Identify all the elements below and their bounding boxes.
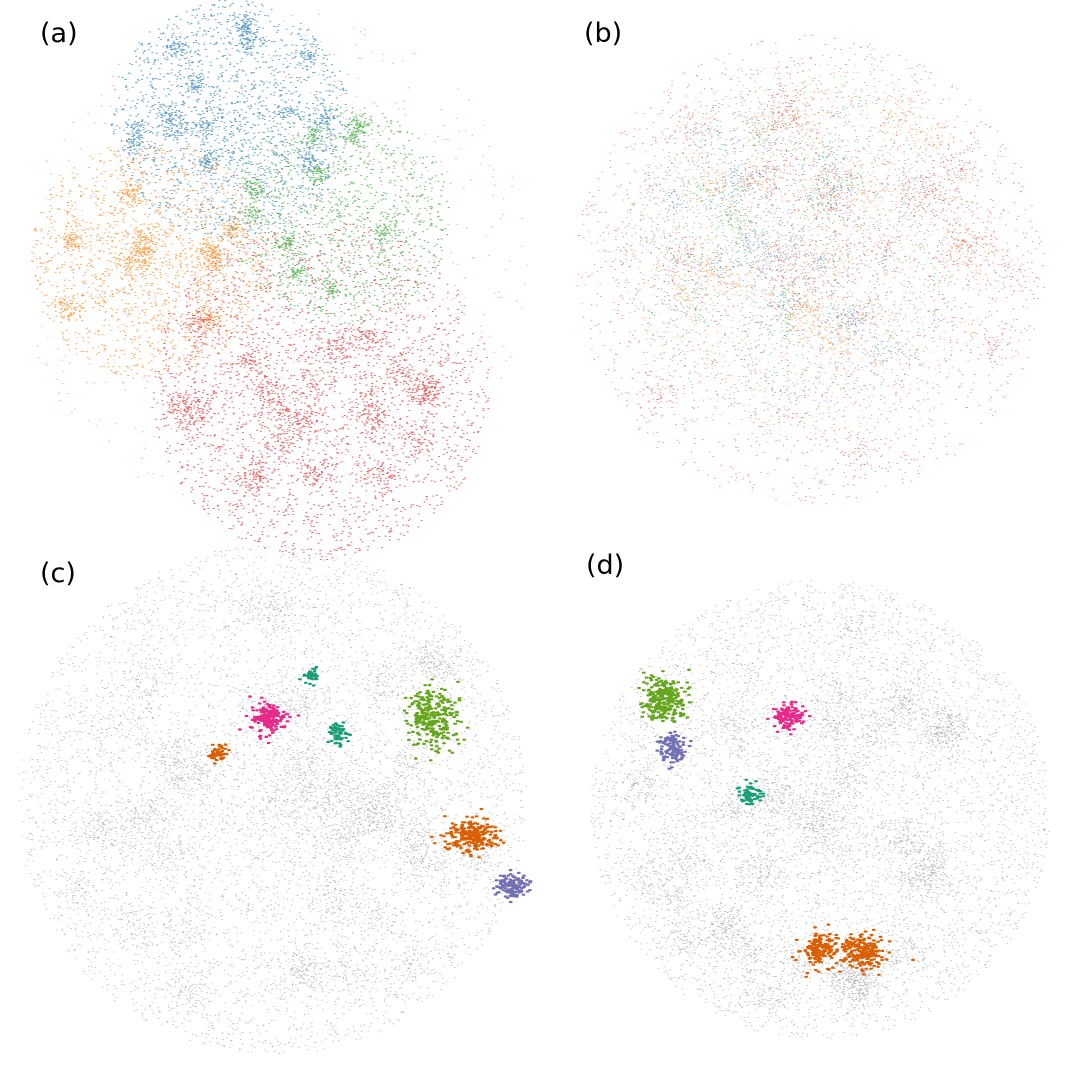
point-clouds — [18, 0, 1050, 1054]
point-cloud — [18, 545, 528, 1054]
highlight-cluster — [429, 807, 506, 859]
highlight-cluster — [735, 778, 766, 806]
point-cloud — [622, 60, 980, 418]
panel-label: (b) — [584, 18, 622, 49]
point-cloud — [30, 141, 269, 379]
point-cloud — [110, 0, 351, 239]
highlight-cluster — [238, 695, 301, 745]
highlight-cluster — [298, 665, 319, 687]
highlight-cluster — [491, 869, 533, 904]
highlight-cluster — [402, 678, 470, 762]
point-cloud — [590, 580, 1050, 1039]
highlight-cluster — [637, 668, 693, 723]
point-cloud — [576, 34, 1045, 505]
highlight-cluster — [326, 721, 352, 748]
highlight-cluster — [655, 730, 693, 770]
point-cloud — [33, 13, 528, 519]
highlight-cluster — [790, 923, 851, 978]
point-cloud — [151, 223, 490, 560]
point-cloud — [232, 106, 450, 325]
panel-label: (c) — [40, 558, 76, 589]
panel-label: (a) — [40, 18, 78, 49]
highlight-cluster — [836, 928, 915, 976]
highlight-cluster — [207, 743, 231, 765]
highlight-cluster — [766, 700, 812, 736]
panel-label: (d) — [586, 550, 624, 581]
point-cloud — [619, 81, 959, 418]
